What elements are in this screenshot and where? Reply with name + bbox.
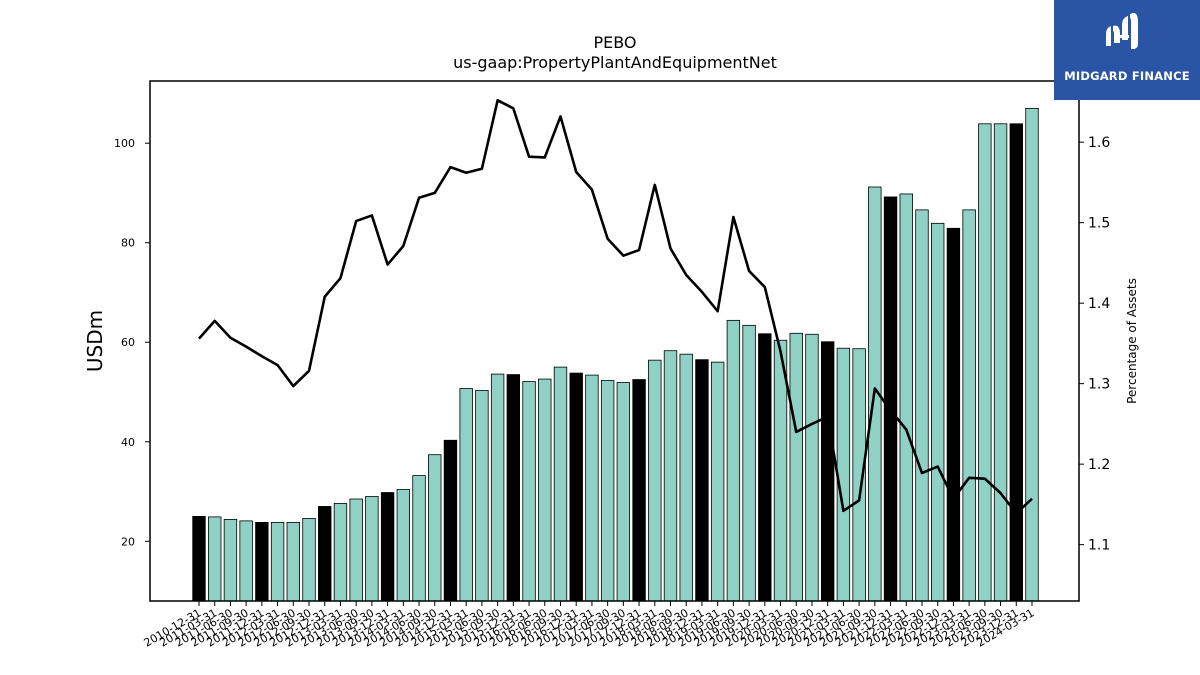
bar-2017-12-31 <box>632 379 646 602</box>
bar-2018-09-30 <box>679 353 693 602</box>
bar-2018-06-30 <box>663 350 678 602</box>
bar-2013-09-30 <box>365 496 379 602</box>
y-axis-left: 20 40 60 80 100 <box>114 137 150 548</box>
bar-2014-03-31 <box>396 489 410 602</box>
bar-2017-03-31 <box>585 374 599 602</box>
y-tick-label: 80 <box>121 237 135 250</box>
y-tick-label: 20 <box>121 535 135 548</box>
bar-2013-12-31 <box>380 492 395 602</box>
bar-2019-03-31 <box>710 361 725 602</box>
bar-2012-12-31 <box>318 506 332 602</box>
chart-title: PEBO <box>593 33 636 52</box>
bar-2022-03-31 <box>899 193 913 602</box>
plot-frame <box>149 80 1080 602</box>
x-axis: 2010-12-312011-03-312011-06-302011-09-30… <box>142 601 1037 650</box>
bar-2016-12-31 <box>569 372 583 602</box>
bar-2018-12-31 <box>695 359 709 602</box>
y2-tick-label: 1.4 <box>1088 296 1110 312</box>
bar-2016-09-30 <box>553 366 568 602</box>
bar-series <box>192 107 1039 602</box>
y-axis-label: USDm <box>83 310 107 372</box>
bar-2019-06-30 <box>726 319 741 602</box>
bar-2013-06-30 <box>349 498 363 602</box>
bar-2022-09-30 <box>931 222 945 602</box>
bar-2017-09-30 <box>616 382 631 602</box>
y2-tick-label: 1.3 <box>1088 377 1110 393</box>
y2-tick-label: 1.1 <box>1088 538 1110 554</box>
bar-2011-12-31 <box>255 521 269 602</box>
bar-2015-06-30 <box>475 390 489 602</box>
y-tick-label: 60 <box>121 336 135 349</box>
bar-2011-03-31 <box>208 516 222 602</box>
bar-2015-12-31 <box>506 374 521 602</box>
bar-2023-12-31 <box>1009 123 1023 602</box>
midgard-logo-icon <box>1106 13 1138 49</box>
brand-logo: MIDGARD FINANCE <box>1054 0 1200 100</box>
bar-2010-12-31 <box>192 516 206 602</box>
y2-tick-label: 1.5 <box>1088 216 1110 232</box>
bar-2014-12-31 <box>443 439 458 602</box>
bar-2021-12-31 <box>883 196 898 602</box>
chart-subtitle: us-gaap:PropertyPlantAndEquipmentNet <box>453 53 777 72</box>
bar-2019-09-30 <box>742 324 756 602</box>
logo-text: MIDGARD FINANCE <box>1064 69 1190 83</box>
y-tick-label: 40 <box>121 436 135 449</box>
bar-2023-09-30 <box>993 123 1008 602</box>
bar-2013-03-31 <box>333 503 348 602</box>
bar-2019-12-31 <box>758 333 772 602</box>
bar-2021-03-31 <box>836 347 851 602</box>
y2-axis-label: Percentage of Assets <box>1125 278 1139 404</box>
bar-2014-09-30 <box>428 454 442 602</box>
bar-2022-06-30 <box>915 209 929 602</box>
bar-2018-03-31 <box>648 359 662 602</box>
y2-tick-label: 1.6 <box>1088 135 1110 151</box>
y-axis-right: 1.1 1.2 1.3 1.4 1.5 1.6 <box>1079 135 1110 554</box>
bar-2023-06-30 <box>978 123 992 602</box>
bar-2011-09-30 <box>239 520 253 602</box>
bar-2015-09-30 <box>490 373 505 602</box>
bar-2012-09-30 <box>302 518 316 602</box>
bar-2012-06-30 <box>286 521 300 602</box>
bar-2023-03-31 <box>962 209 976 602</box>
bar-2022-12-31 <box>946 227 961 602</box>
bar-2014-06-30 <box>412 475 426 602</box>
bar-2017-06-30 <box>600 380 615 602</box>
ratio-line <box>198 99 1033 515</box>
bar-2020-06-30 <box>789 332 803 602</box>
bar-2015-03-31 <box>459 388 473 602</box>
bar-2011-06-30 <box>223 518 238 602</box>
bar-2024-03-31 <box>1025 107 1039 602</box>
bar-2020-12-31 <box>820 341 835 602</box>
bar-2012-03-31 <box>270 521 285 602</box>
y2-tick-label: 1.2 <box>1088 457 1110 473</box>
bar-2016-03-31 <box>522 381 536 602</box>
bar-2016-06-30 <box>538 378 552 602</box>
y-tick-label: 100 <box>114 137 135 150</box>
bar-2020-09-30 <box>805 333 819 602</box>
